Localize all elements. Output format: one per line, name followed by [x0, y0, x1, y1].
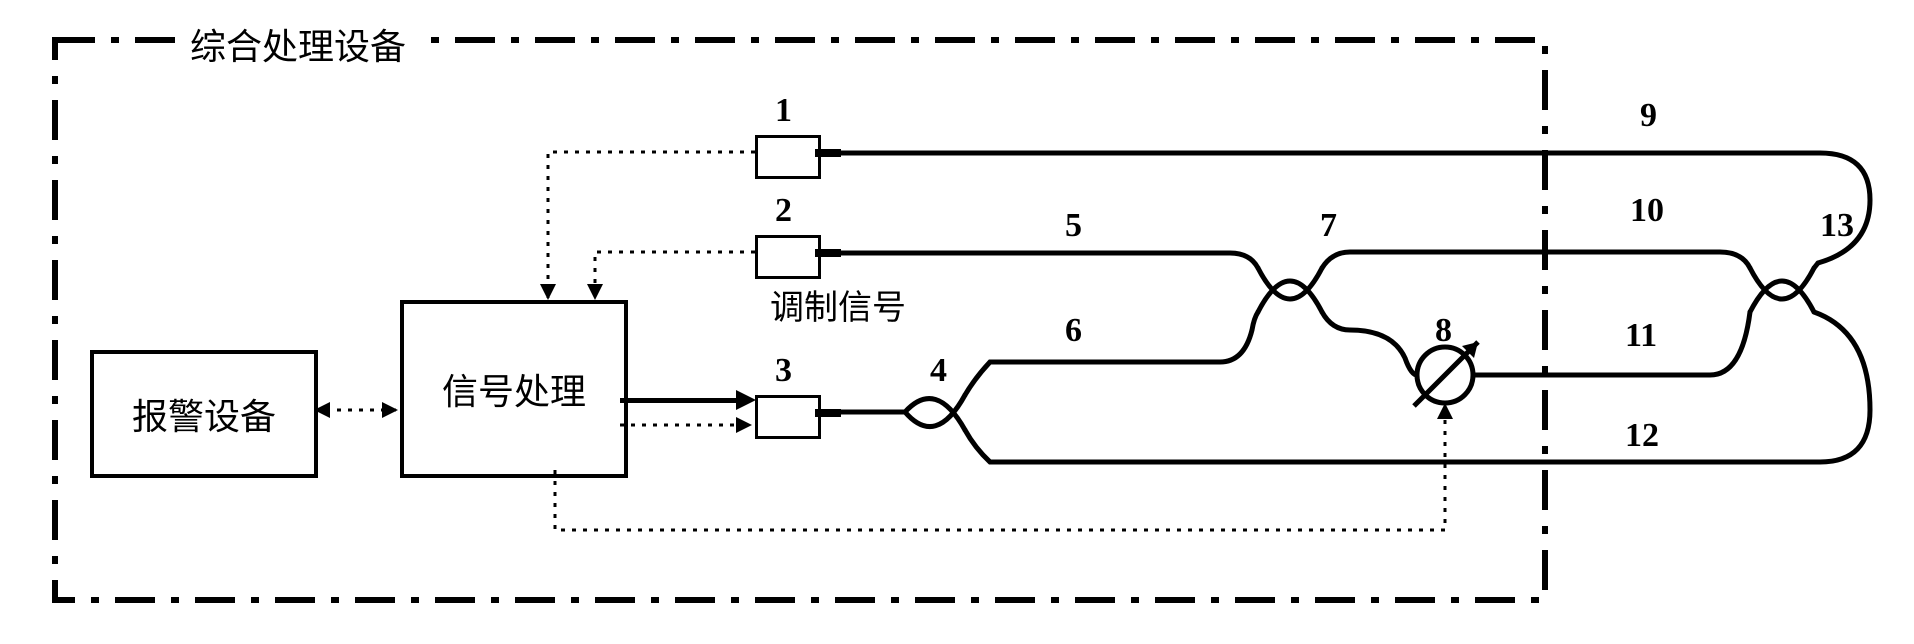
device-1: [755, 135, 821, 179]
signal-proc-block: 信号处理: [400, 300, 628, 478]
num-8: 8: [1435, 312, 1452, 350]
num-10: 10: [1630, 192, 1664, 230]
alarm-label: 报警设备: [132, 388, 276, 440]
signal-proc-label: 信号处理: [442, 363, 586, 415]
num-13: 13: [1820, 207, 1854, 245]
num-3: 3: [775, 352, 792, 390]
num-12: 12: [1625, 417, 1659, 455]
solid-arrow-line: [620, 398, 738, 403]
num-9: 9: [1640, 97, 1657, 135]
title-label: 综合处理设备: [180, 18, 416, 70]
device-2-pin: [815, 249, 841, 257]
device-1-pin: [815, 149, 841, 157]
phase-mod-icon: [1414, 342, 1478, 406]
mod-signal-label: 调制信号: [770, 280, 906, 329]
solid-arrow-head: [736, 390, 756, 410]
num-11: 11: [1625, 317, 1657, 355]
device-2: [755, 235, 821, 279]
num-4: 4: [930, 352, 947, 390]
num-2: 2: [775, 192, 792, 230]
alarm-block: 报警设备: [90, 350, 318, 478]
diagram-canvas: 综合处理设备 报警设备 信号处理 1 2 调制信号 3 4 5 6 7 8 9 …: [0, 0, 1914, 644]
num-7: 7: [1320, 207, 1337, 245]
device-3: [755, 395, 821, 439]
num-6: 6: [1065, 312, 1082, 350]
num-5: 5: [1065, 207, 1082, 245]
device-3-pin: [815, 409, 841, 417]
num-1: 1: [775, 92, 792, 130]
